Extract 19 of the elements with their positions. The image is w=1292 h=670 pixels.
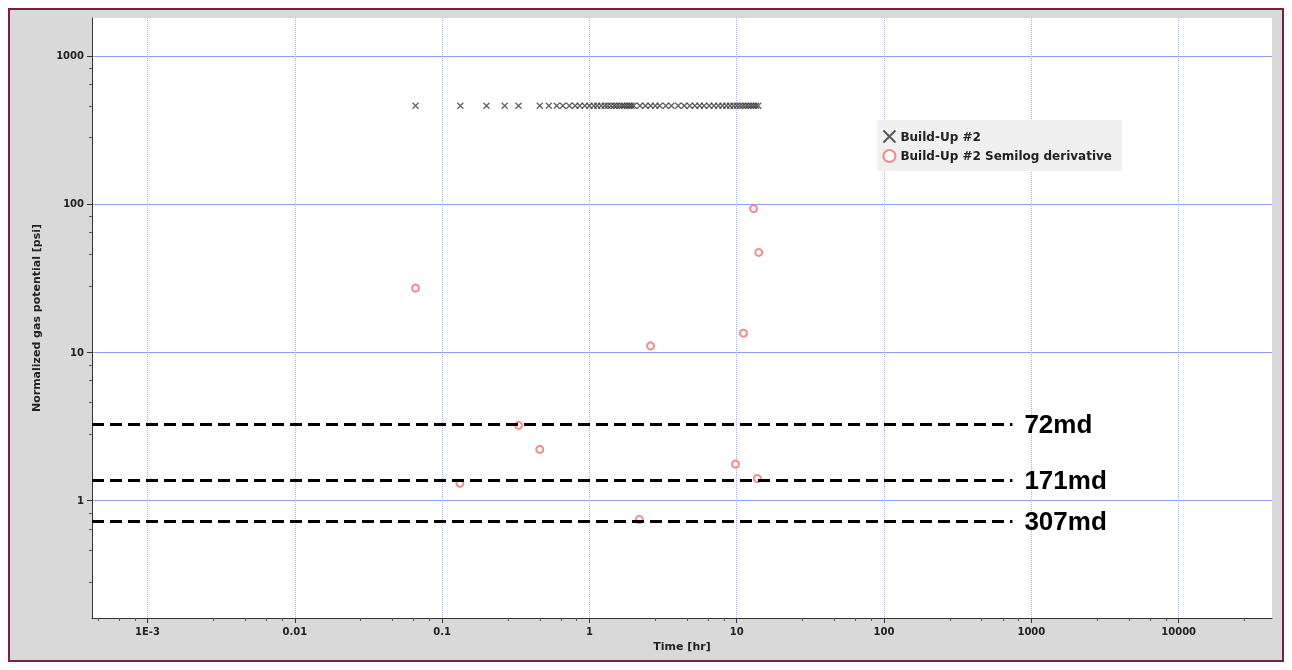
ref-line-label: 171md bbox=[1024, 465, 1107, 496]
y-tick-label: 100 bbox=[63, 198, 85, 210]
ref-line-label: 72md bbox=[1024, 409, 1093, 440]
legend-label: Build-Up #2 Semilog derivative bbox=[900, 149, 1112, 163]
x-tick-label: 10000 bbox=[1161, 625, 1197, 637]
x-tick-label: 1E-3 bbox=[135, 625, 160, 637]
legend-label: Build-Up #2 bbox=[900, 129, 981, 144]
x-axis-title: Time [hr] bbox=[653, 639, 711, 653]
x-tick-label: 1000 bbox=[1017, 625, 1046, 637]
x-tick-label: 1 bbox=[585, 625, 593, 637]
ref-line-label: 307md bbox=[1024, 506, 1107, 537]
y-tick-label: 1000 bbox=[56, 50, 85, 62]
x-tick-label: 0.01 bbox=[282, 625, 308, 637]
y-tick-label: 10 bbox=[70, 346, 85, 358]
y-axis-title: Normalized gas potential [psi] bbox=[30, 223, 43, 413]
x-tick-label: 100 bbox=[873, 625, 895, 637]
x-tick-label: 10 bbox=[729, 625, 744, 637]
y-tick-label: 1 bbox=[77, 494, 85, 506]
x-tick-label: 0.1 bbox=[433, 625, 452, 637]
